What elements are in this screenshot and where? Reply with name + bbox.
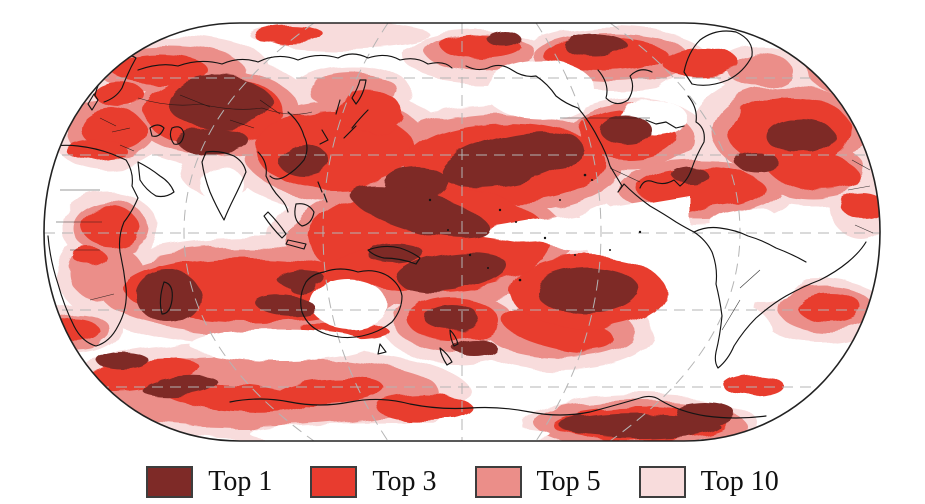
legend-label-top10: Top 10 xyxy=(700,466,779,497)
graticule xyxy=(44,23,880,441)
legend-label-top1: Top 1 xyxy=(208,466,273,497)
legend-swatch-top1 xyxy=(146,466,194,498)
legend-item-top5: Top 5 xyxy=(474,466,601,498)
choropleth-top1-layer xyxy=(54,30,838,439)
legend-label-top5: Top 5 xyxy=(536,466,601,497)
map-outline xyxy=(43,22,881,442)
country-borders xyxy=(56,94,874,331)
legend-item-top1: Top 1 xyxy=(146,466,272,498)
island-dots xyxy=(428,173,642,282)
legend-label-top3: Top 3 xyxy=(372,466,437,497)
legend: Top 1 Top 3 Top 5 Top 10 xyxy=(0,466,925,498)
legend-swatch-top3 xyxy=(310,466,358,498)
legend-swatch-top10 xyxy=(638,466,686,498)
legend-item-top3: Top 3 xyxy=(310,466,437,498)
world-map-container xyxy=(43,22,881,442)
legend-swatch-top5 xyxy=(474,466,522,498)
legend-item-top10: Top 10 xyxy=(638,466,779,498)
coastlines xyxy=(44,30,867,419)
world-map xyxy=(43,22,881,442)
